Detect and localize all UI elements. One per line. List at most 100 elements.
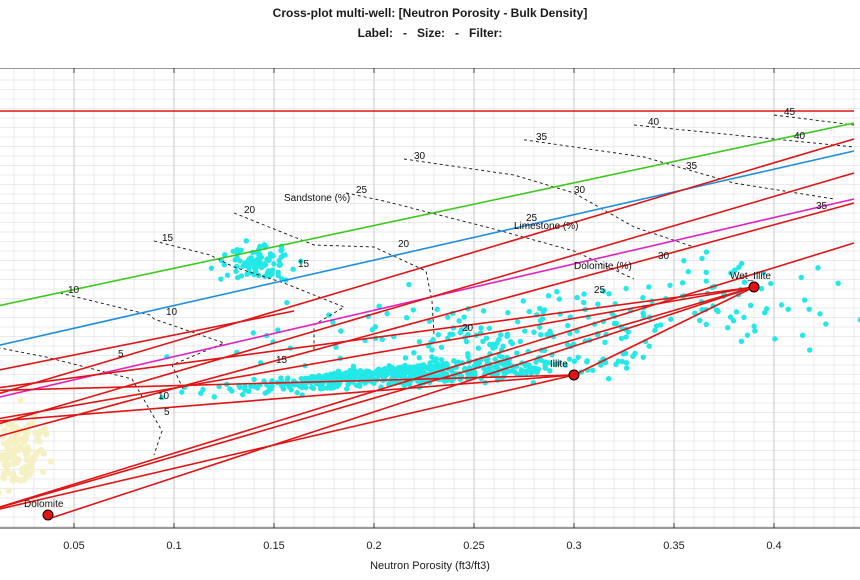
data-point — [433, 366, 439, 372]
data-point — [581, 291, 587, 297]
data-point — [243, 238, 249, 244]
data-point — [353, 382, 360, 389]
data-point — [257, 243, 263, 250]
endpoint-marker[interactable] — [42, 509, 54, 521]
data-point — [778, 302, 785, 308]
data-point — [5, 487, 12, 494]
data-point — [523, 368, 530, 374]
data-point — [566, 356, 573, 362]
data-point — [571, 358, 578, 364]
data-point — [416, 354, 422, 361]
data-point — [47, 458, 55, 465]
data-point — [221, 252, 228, 258]
porosity-label: 35 — [816, 201, 828, 212]
data-point — [713, 307, 720, 313]
data-point — [41, 425, 48, 433]
porosity-label: 35 — [686, 161, 698, 172]
data-point — [13, 424, 20, 432]
porosity-label: 5 — [164, 407, 170, 418]
data-point — [261, 261, 268, 267]
data-point — [497, 332, 504, 338]
endpoint-label: Dolomite — [24, 499, 64, 510]
data-point — [11, 460, 18, 467]
data-point — [232, 257, 238, 263]
data-point — [239, 391, 246, 398]
data-point — [43, 430, 50, 438]
endpoint-marker[interactable] — [568, 369, 580, 381]
data-point — [438, 363, 445, 369]
data-point — [208, 265, 215, 271]
label-value[interactable]: - — [402, 26, 407, 40]
data-point — [0, 490, 2, 496]
data-point — [522, 328, 528, 334]
data-point — [590, 367, 596, 373]
model-line — [0, 310, 295, 371]
data-point — [741, 314, 747, 321]
data-point — [251, 264, 257, 270]
data-point — [640, 354, 646, 360]
model-line — [0, 286, 755, 420]
data-point — [727, 314, 734, 320]
data-point — [5, 454, 13, 461]
data-point — [703, 278, 709, 284]
data-point — [736, 264, 742, 270]
data-point — [531, 329, 537, 335]
data-point — [605, 376, 612, 382]
chart-filters: Label: - Size: - Filter: — [0, 26, 860, 40]
data-point — [547, 368, 553, 374]
data-point — [785, 306, 791, 312]
data-point — [385, 370, 391, 376]
data-point — [507, 339, 514, 345]
data-point — [10, 431, 17, 439]
porosity-label: 25 — [526, 213, 538, 224]
endpoint-marker[interactable] — [748, 281, 760, 293]
data-point — [595, 301, 601, 307]
data-point — [806, 306, 812, 312]
data-point — [402, 367, 408, 373]
data-point — [544, 331, 550, 338]
data-point — [242, 386, 248, 393]
data-point — [330, 319, 336, 326]
data-point — [562, 362, 569, 368]
data-point — [574, 294, 580, 301]
data-point — [449, 378, 455, 384]
data-point — [402, 362, 408, 369]
data-point — [632, 350, 638, 357]
data-point — [35, 431, 42, 438]
data-point — [267, 251, 274, 257]
data-point — [230, 248, 236, 255]
data-point — [261, 378, 267, 384]
data-point — [728, 270, 734, 276]
data-point — [21, 467, 29, 475]
data-point — [486, 325, 493, 331]
data-point — [376, 303, 382, 309]
size-value[interactable]: - — [455, 26, 460, 40]
data-point — [699, 255, 705, 262]
data-point — [545, 293, 552, 299]
chart-header: Cross-plot multi-well: [Neutron Porosity… — [0, 0, 860, 68]
porosity-label: 45 — [784, 107, 796, 118]
data-point — [5, 469, 12, 477]
data-point — [444, 361, 450, 368]
data-point — [331, 384, 337, 391]
data-point — [657, 322, 664, 328]
data-point — [402, 355, 409, 361]
label-caption: Label: — [357, 26, 393, 40]
model-line — [0, 374, 575, 422]
data-point — [20, 437, 27, 444]
data-point — [732, 267, 738, 273]
data-point — [584, 358, 590, 364]
data-point — [367, 369, 373, 376]
data-point — [741, 279, 748, 285]
data-point — [615, 358, 621, 364]
data-point — [761, 310, 768, 316]
data-point — [9, 473, 17, 480]
data-point — [556, 296, 563, 302]
data-point — [623, 359, 630, 366]
data-point — [434, 306, 440, 313]
data-point — [554, 289, 560, 295]
data-point — [333, 344, 339, 350]
data-point — [486, 365, 493, 371]
data-point — [388, 364, 395, 371]
